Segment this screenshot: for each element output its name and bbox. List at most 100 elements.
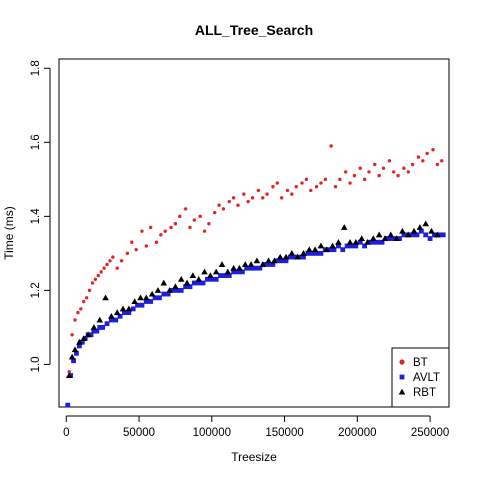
data-point-rbt <box>189 272 197 279</box>
data-point-rbt <box>102 294 109 301</box>
y-tick-label: 1.2 <box>30 282 42 298</box>
data-point-rbt <box>410 227 418 234</box>
data-point-avlt <box>266 262 271 267</box>
data-point-avlt <box>200 280 206 286</box>
data-point-avlt <box>139 302 145 308</box>
x-tick-label: 100000 <box>193 427 231 439</box>
data-point-bt <box>275 181 279 185</box>
data-point-avlt <box>336 243 341 249</box>
data-point-bt <box>198 214 202 219</box>
data-point-rbt <box>416 224 424 230</box>
data-point-bt <box>392 170 396 174</box>
data-point-bt <box>285 188 290 193</box>
data-point-rbt <box>224 268 232 275</box>
data-point-rbt <box>404 231 412 238</box>
series-bt <box>67 144 444 374</box>
data-point-avlt <box>113 317 119 323</box>
data-point-avlt <box>213 276 219 282</box>
data-point-rbt <box>166 287 173 293</box>
data-point-avlt <box>357 239 363 245</box>
data-point-bt <box>406 170 410 174</box>
data-point-avlt <box>65 402 71 408</box>
data-point-rbt <box>393 235 400 242</box>
data-point-rbt <box>358 235 365 242</box>
data-point-rbt <box>90 324 98 330</box>
data-point-avlt <box>248 265 254 271</box>
data-point-bt <box>338 177 342 182</box>
data-point-rbt <box>282 253 290 260</box>
data-point-rbt <box>329 242 336 249</box>
y-axis-label: Time (ms) <box>2 206 16 260</box>
data-point-bt <box>309 188 313 193</box>
data-point-avlt <box>108 317 114 323</box>
data-point-avlt <box>327 247 333 253</box>
data-point-rbt <box>340 224 348 230</box>
data-point-bt <box>410 162 415 167</box>
data-point-avlt <box>287 254 293 260</box>
data-point-bt <box>163 229 167 233</box>
data-point-rbt <box>68 353 76 360</box>
y-tick-label: 1.8 <box>30 60 42 76</box>
data-point-avlt <box>370 239 376 245</box>
data-point-rbt <box>253 257 261 264</box>
data-point-avlt <box>126 310 132 315</box>
data-point-rbt <box>148 290 156 297</box>
data-point-rbt <box>201 268 208 275</box>
data-point-rbt <box>230 264 237 271</box>
data-point-rbt <box>259 261 267 267</box>
data-point-rbt <box>125 305 133 312</box>
chart-title: ALL_Tree_Search <box>195 22 313 38</box>
data-point-bt <box>440 159 444 163</box>
data-point-bt <box>256 188 261 193</box>
data-point-bt <box>79 307 83 311</box>
data-point-avlt <box>253 265 258 271</box>
data-point-bt <box>333 185 338 189</box>
data-point-avlt <box>235 269 241 275</box>
data-point-bt <box>183 207 188 211</box>
data-point-rbt <box>265 257 272 264</box>
data-point-rbt <box>422 220 430 227</box>
data-point-rbt <box>381 235 389 242</box>
data-point-avlt <box>410 232 416 238</box>
data-point-rbt <box>271 257 278 264</box>
data-point-bt <box>111 255 115 259</box>
x-axis: 0 50000 100000 150000 200000 250000 <box>63 415 449 439</box>
data-point-bt <box>144 244 149 248</box>
data-point-rbt <box>131 298 138 304</box>
data-point-avlt <box>135 302 140 308</box>
data-point-bt <box>213 210 217 215</box>
y-axis: 1.0 1.2 1.4 1.6 1.8 <box>30 60 51 372</box>
data-point-bt <box>96 273 100 278</box>
data-point-rbt <box>236 264 243 271</box>
data-point-bt <box>202 229 207 233</box>
data-point-bt <box>352 173 357 178</box>
data-point-avlt <box>283 258 289 264</box>
y-tick-label: 1.0 <box>30 356 42 372</box>
data-point-bt <box>82 299 86 304</box>
data-point-rbt <box>346 238 354 245</box>
data-point-bt <box>173 222 178 226</box>
data-point-avlt <box>423 232 429 238</box>
data-point-bt <box>115 266 119 270</box>
data-point-rbt <box>207 272 214 279</box>
data-point-rbt <box>399 227 406 234</box>
data-point-avlt <box>292 254 298 260</box>
x-tick-label: 0 <box>63 427 69 439</box>
data-point-rbt <box>364 238 371 245</box>
data-point-bt <box>362 177 367 182</box>
data-point-rbt <box>241 261 249 267</box>
data-point-bt <box>90 281 95 285</box>
data-point-avlt <box>314 250 319 256</box>
data-point-bt <box>227 199 231 204</box>
data-point-bt <box>70 333 74 337</box>
data-point-bt <box>134 247 138 252</box>
legend-label-avlt: AVLT <box>413 372 440 384</box>
data-point-bt <box>125 251 130 256</box>
data-point-bt <box>93 277 98 281</box>
data-point-bt <box>358 166 362 170</box>
data-point-avlt <box>165 291 171 297</box>
data-point-rbt <box>288 250 296 256</box>
legend-label-rbt: RBT <box>413 387 436 399</box>
data-point-bt <box>421 159 425 163</box>
data-point-bt <box>329 144 333 148</box>
